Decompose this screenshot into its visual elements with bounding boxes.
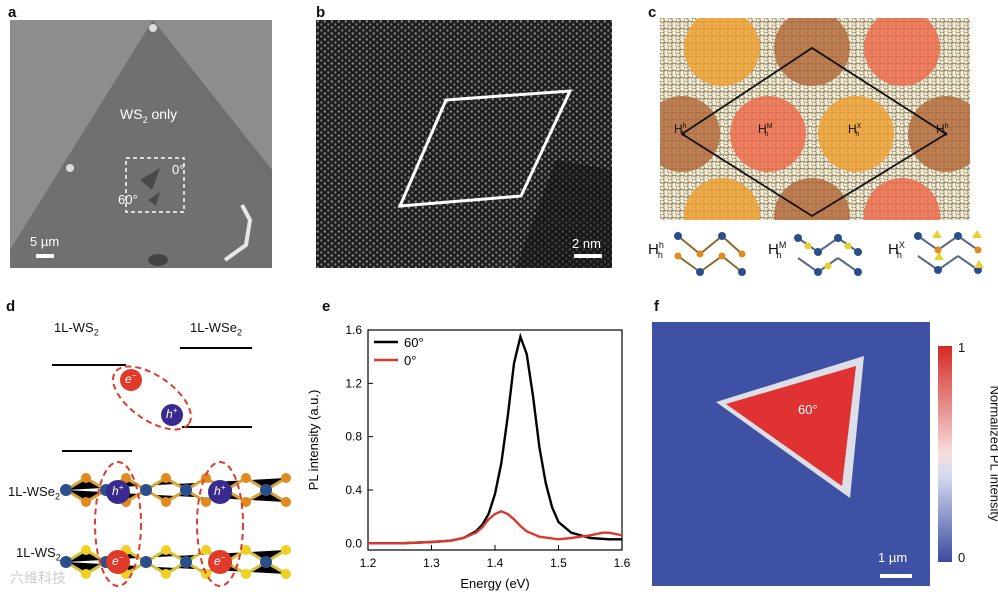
stacking-hhh-model	[674, 232, 746, 276]
panel-label-d: d	[6, 298, 16, 315]
y-tick-label: 1.6	[345, 323, 362, 337]
legend-label: 0°	[404, 353, 416, 368]
y-tick-label: 0.8	[345, 430, 362, 444]
flake-image	[10, 20, 272, 268]
panel-b-stem-image: 2 nm	[316, 20, 612, 268]
atomic-lattice-image	[316, 20, 612, 268]
angle-0-label: 0°	[172, 162, 185, 177]
panel-f-pl-map: 60° 1 µm	[652, 322, 930, 586]
wse2-layer-label: 1L-WSe2	[8, 484, 60, 502]
x-tick-label: 1.3	[423, 556, 440, 570]
x-tick-label: 1.6	[614, 556, 631, 570]
electron-symbol-right: e−	[214, 553, 226, 568]
y-tick-label: 0.0	[345, 536, 362, 550]
scale-bar-label: 1 µm	[878, 550, 908, 565]
x-tick-label: 1.5	[550, 556, 567, 570]
legend-hhm-label: HMh	[768, 240, 787, 260]
colorbar-min: 0	[958, 550, 966, 565]
x-tick-label: 1.2	[360, 556, 377, 570]
stack-label-hhh-right: Hhh	[936, 122, 949, 139]
stacking-hhx-model	[914, 230, 984, 274]
electron-symbol-left: e−	[112, 553, 124, 568]
scale-bar-label: 5 µm	[30, 234, 60, 249]
stack-label-hhm: HMh	[758, 122, 773, 139]
panel-label-f: f	[654, 298, 659, 315]
y-axis-label: PL intensity (a.u.)	[306, 390, 321, 491]
hole-symbol: h+	[166, 406, 178, 421]
panel-c-moire-schematic: Hhh HMh HXh Hhh	[660, 18, 970, 220]
legend-hhx-label: HXh	[888, 240, 905, 260]
hole-symbol-right: h+	[214, 483, 226, 498]
colorbar-title: Normalized PL intensity	[987, 385, 998, 522]
panel-a-microscope-image: WS2 only 0° 60° 5 µm	[10, 20, 272, 268]
wse2-band-label: 1L-WSe2	[190, 320, 242, 338]
electron-symbol: e−	[125, 371, 137, 386]
panel-d-band-schematic	[52, 347, 291, 587]
panel-label-a: a	[8, 4, 17, 21]
moire-lattice	[660, 18, 970, 220]
pl-spectrum-chart: 1.2 1.3 1.4 1.5 1.6 0.0 0.4 0.8 1.2 1.6 Energy (eV…	[306, 323, 631, 591]
colorbar	[938, 346, 952, 562]
x-tick-label: 1.4	[487, 556, 504, 570]
stack-label-hhx: HXh	[848, 122, 862, 139]
legend-hhh-label: Hhh	[648, 240, 664, 260]
colorbar-max: 1	[958, 340, 966, 355]
scale-bar-label: 2 nm	[572, 236, 601, 251]
x-axis-label: Energy (eV)	[460, 576, 529, 591]
panel-label-e: e	[322, 298, 331, 315]
y-tick-label: 1.2	[345, 376, 362, 390]
stack-label-hhh-left: Hhh	[674, 122, 687, 139]
ws2-only-label: WS2 only	[120, 106, 178, 125]
ws2-band-label: 1L-WS2	[54, 320, 99, 338]
series-line-0deg	[368, 509, 623, 545]
stacking-hhm-model	[794, 234, 862, 276]
hole-symbol-left: h+	[112, 483, 124, 498]
ws2-layer-label: 1L-WS2	[16, 545, 61, 563]
panel-label-b: b	[316, 4, 326, 21]
legend-label: 60°	[404, 335, 424, 350]
panel-label-c: c	[648, 4, 657, 21]
pl-intensity-map	[652, 322, 930, 586]
angle-label: 60°	[798, 402, 818, 417]
angle-60-label: 60°	[118, 192, 138, 207]
y-tick-label: 0.4	[345, 483, 362, 497]
watermark: 六维科技	[10, 570, 66, 586]
